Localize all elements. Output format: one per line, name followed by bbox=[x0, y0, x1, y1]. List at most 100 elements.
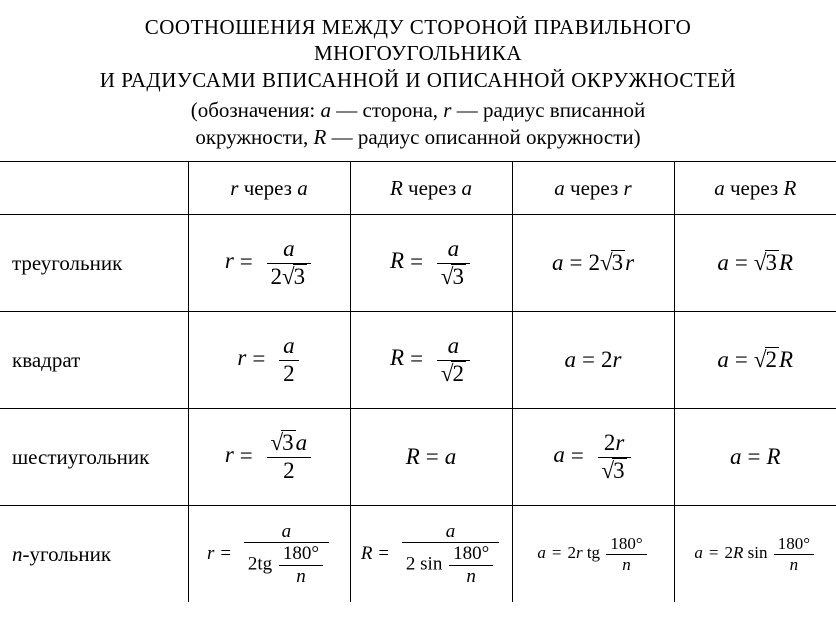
sym-eq: = bbox=[709, 543, 719, 562]
sym-R: R bbox=[779, 250, 793, 275]
sym-sqrt3: 3 bbox=[451, 264, 466, 288]
sym-r: r bbox=[207, 543, 214, 564]
cell-tri-a-R: a=√3R bbox=[674, 215, 836, 312]
sym-sqrt3: 3 bbox=[293, 264, 308, 288]
subtitle-line2a: окружности, bbox=[195, 125, 313, 149]
hdr-arg-4: R bbox=[783, 176, 796, 200]
sym-2: 2 bbox=[283, 361, 295, 386]
sym-a: a bbox=[296, 430, 308, 455]
sym-2: 2 bbox=[725, 543, 734, 562]
title-line3: И РАДИУСАМИ ВПИСАННОЙ И ОПИСАННОЙ ОКРУЖН… bbox=[100, 68, 736, 92]
sym-eq: = bbox=[747, 444, 760, 469]
sym-a: a bbox=[552, 250, 564, 275]
sym-eq: = bbox=[552, 543, 562, 562]
row-label-ngon: n-угольник bbox=[0, 506, 188, 603]
sym-tg: tg bbox=[587, 543, 600, 562]
subtitle-a: a bbox=[321, 98, 332, 122]
sym-sqrt3: 3 bbox=[612, 458, 627, 482]
sym-a: a bbox=[448, 236, 460, 261]
sym-R: R bbox=[779, 347, 793, 372]
sym-a: a bbox=[717, 347, 729, 372]
sym-180: 180° bbox=[606, 534, 646, 555]
row-label-triangle: треугольник bbox=[0, 215, 188, 312]
sym-a: a bbox=[283, 333, 295, 358]
sym-2: 2 bbox=[588, 250, 600, 275]
subtitle-R-desc: — радиус описанной окружности) bbox=[326, 125, 640, 149]
sym-eq: = bbox=[582, 347, 595, 372]
sym-a: a bbox=[717, 250, 729, 275]
subtitle-r-desc: — радиус вписанной bbox=[451, 98, 645, 122]
cell-hex-a-r: a= 2r √3 bbox=[512, 409, 674, 506]
cell-sq-a-R: a=√2R bbox=[674, 312, 836, 409]
sym-a: a bbox=[537, 543, 546, 562]
sym-2: 2 bbox=[601, 347, 613, 372]
hdr-var-4: a bbox=[714, 176, 725, 200]
hdr-thru-1: через bbox=[238, 176, 297, 200]
row-label-hexagon: шестиугольник bbox=[0, 409, 188, 506]
row-label-ngon-suffix: -угольник bbox=[23, 542, 112, 566]
subtitle-lead: (обозначения: bbox=[191, 98, 321, 122]
sym-2: 2 bbox=[567, 543, 576, 562]
cell-hex-r-a: r= √3a 2 bbox=[188, 409, 350, 506]
sym-a: a bbox=[553, 443, 565, 468]
sym-sqrt3: 3 bbox=[611, 250, 626, 274]
sym-2: 2 bbox=[283, 458, 295, 483]
sym-a: a bbox=[282, 521, 292, 542]
header-row: r через a R через a a через r a через R bbox=[0, 162, 836, 215]
subtitle-a-desc: — сторона, bbox=[331, 98, 443, 122]
header-col-2: R через a bbox=[350, 162, 512, 215]
sym-r: r bbox=[615, 430, 624, 455]
sym-2: 2 bbox=[271, 264, 283, 289]
title-block: СООТНОШЕНИЯ МЕЖДУ СТОРОНОЙ ПРАВИЛЬНОГО М… bbox=[0, 14, 836, 93]
sym-tg: tg bbox=[257, 554, 272, 575]
cell-hex-a-R: a=R bbox=[674, 409, 836, 506]
title-line2: МНОГОУГОЛЬНИКА bbox=[314, 41, 522, 65]
sym-180: 180° bbox=[449, 543, 493, 566]
sym-180: 180° bbox=[774, 534, 814, 555]
sym-sqrt2: 2 bbox=[451, 361, 466, 385]
sym-eq: = bbox=[735, 347, 748, 372]
hdr-arg-3: r bbox=[624, 176, 632, 200]
hdr-arg-1: a bbox=[297, 176, 308, 200]
cell-sq-a-r: a=2r bbox=[512, 312, 674, 409]
sym-180: 180° bbox=[279, 543, 323, 566]
sym-eq: = bbox=[240, 443, 253, 468]
sym-2: 2 bbox=[604, 430, 616, 455]
sym-n: n bbox=[279, 566, 323, 588]
hdr-thru-3: через bbox=[565, 176, 624, 200]
sym-eq: = bbox=[569, 250, 582, 275]
cell-sq-R-a: R= a √2 bbox=[350, 312, 512, 409]
sym-a: a bbox=[730, 444, 742, 469]
sym-r: r bbox=[237, 346, 246, 371]
cell-sq-r-a: r= a 2 bbox=[188, 312, 350, 409]
page: СООТНОШЕНИЯ МЕЖДУ СТОРОНОЙ ПРАВИЛЬНОГО М… bbox=[0, 0, 836, 640]
sym-sqrt3: 3 bbox=[281, 430, 296, 454]
sym-r: r bbox=[225, 443, 234, 468]
sym-a: a bbox=[448, 333, 460, 358]
row-hexagon: шестиугольник r= √3a 2 R=a a= bbox=[0, 409, 836, 506]
polygon-table: r через a R через a a через r a через R … bbox=[0, 161, 836, 602]
sym-2: 2 bbox=[406, 554, 416, 575]
hdr-arg-2: a bbox=[462, 176, 473, 200]
sym-a: a bbox=[445, 444, 457, 469]
sym-a: a bbox=[565, 347, 577, 372]
row-ngon: n-угольник r= a 2tg 180°n R= a 2 sin 180… bbox=[0, 506, 836, 603]
sym-R: R bbox=[733, 543, 743, 562]
subtitle-block: (обозначения: a — сторона, r — радиус вп… bbox=[0, 97, 836, 152]
sym-eq: = bbox=[571, 443, 584, 468]
hdr-thru-4: через bbox=[725, 176, 784, 200]
cell-tri-a-r: a=2√3r bbox=[512, 215, 674, 312]
row-square: квадрат r= a 2 R= a √2 bbox=[0, 312, 836, 409]
row-label-square: квадрат bbox=[0, 312, 188, 409]
sym-eq: = bbox=[410, 249, 423, 274]
sym-sqrt3: 3 bbox=[765, 250, 780, 274]
sym-sin: sin bbox=[420, 554, 442, 575]
sym-a: a bbox=[694, 543, 703, 562]
sym-eq: = bbox=[735, 250, 748, 275]
cell-ngon-R-a: R= a 2 sin 180°n bbox=[350, 506, 512, 603]
sym-sqrt2: 2 bbox=[765, 347, 780, 371]
row-triangle: треугольник r= a 2√3 R= a √3 bbox=[0, 215, 836, 312]
header-empty bbox=[0, 162, 188, 215]
sym-r: r bbox=[225, 249, 234, 274]
header-col-1: r через a bbox=[188, 162, 350, 215]
